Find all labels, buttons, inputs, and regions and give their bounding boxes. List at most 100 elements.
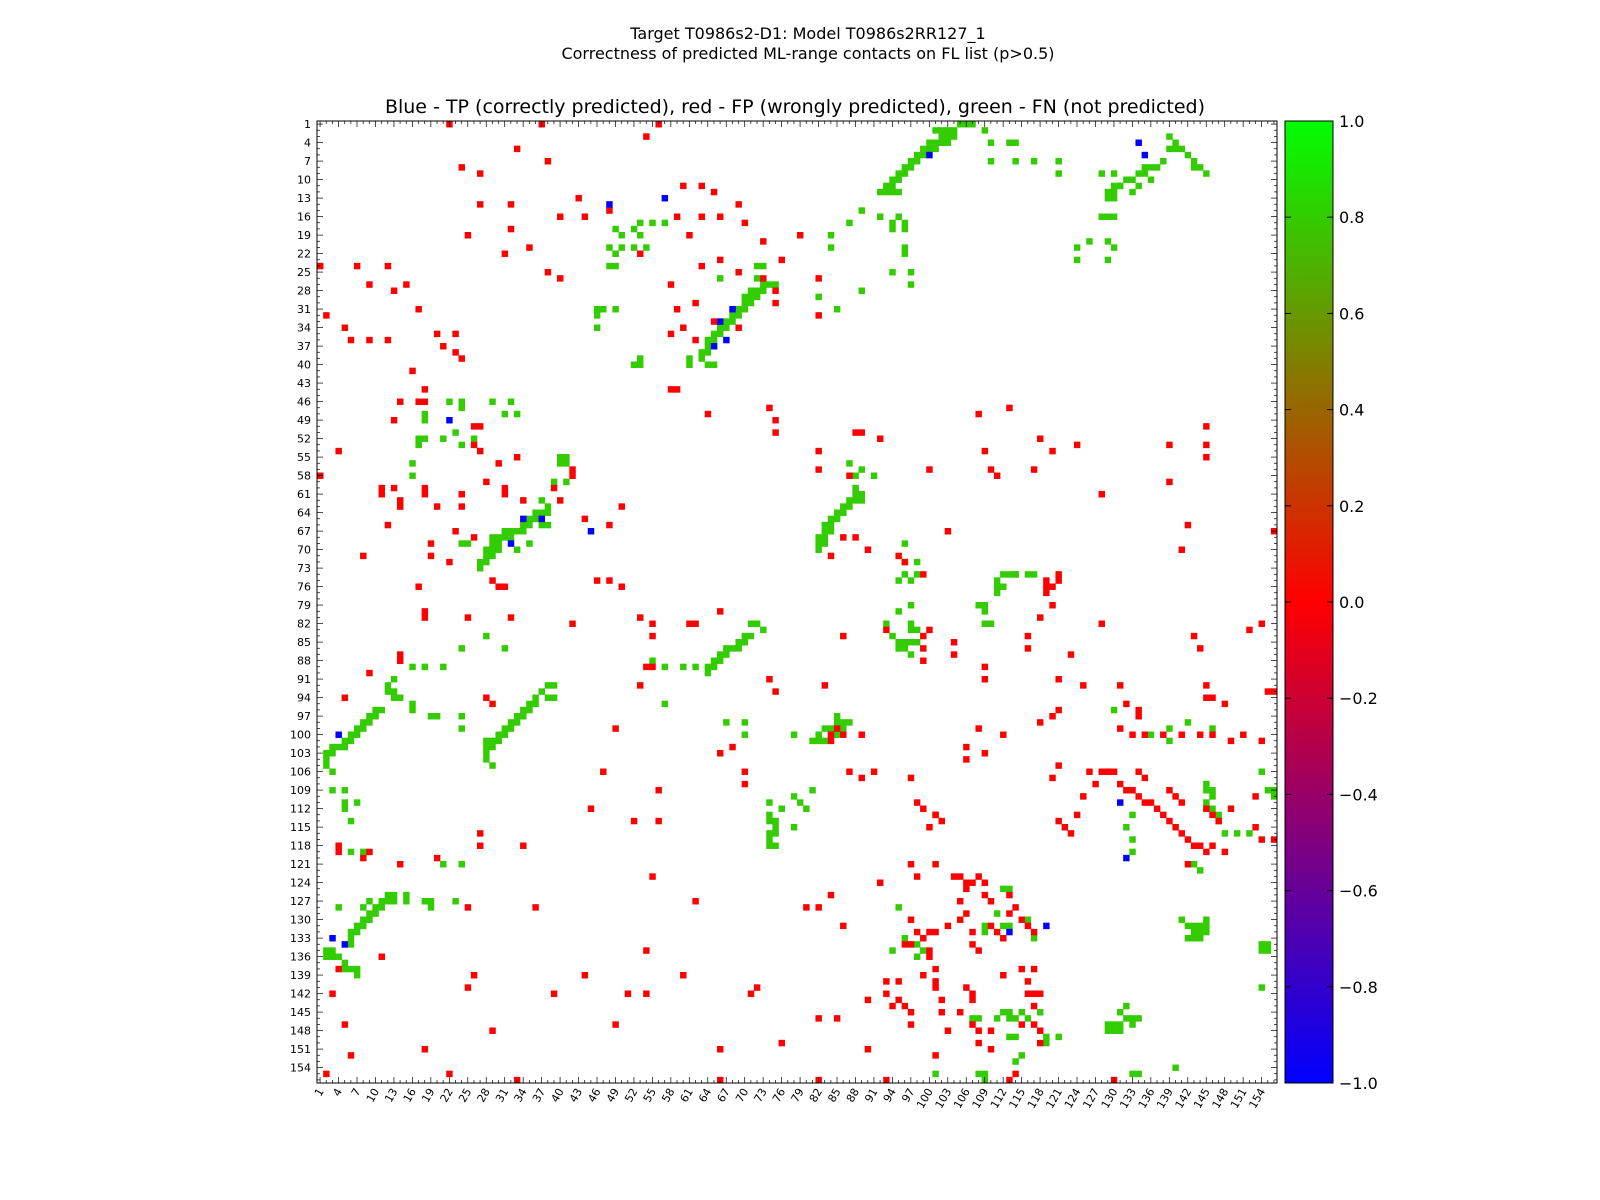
fp-cell [1049,602,1056,609]
fn-cell [593,324,601,331]
y-tick-label: 136 [290,951,311,964]
fn-cell [938,139,945,146]
fn-cell [1215,811,1222,819]
y-tick-label: 133 [290,932,311,945]
fp-cell [1160,731,1167,738]
fn-cell [538,521,545,529]
fp-cell [507,201,515,208]
fn-cell [618,244,625,251]
fp-cell [384,262,392,270]
fn-cell [483,743,490,751]
fn-cell [815,731,822,738]
fp-cell [907,1021,915,1028]
fp-cell [1227,805,1235,812]
fn-cell [477,565,484,572]
fp-cell [981,676,989,683]
fn-cell [446,398,453,405]
y-tick-label: 82 [297,618,311,631]
fn-cell [606,262,613,270]
fn-cell [827,515,835,523]
x-tick-label: 148 [1210,1086,1232,1111]
fn-cell [501,645,509,652]
y-tick-label: 85 [297,636,311,649]
fn-cell [895,577,902,584]
fp-cell [1178,731,1185,738]
fp-cell [477,830,484,837]
fp-cell [852,534,859,541]
fn-cell [821,534,829,541]
fp-cell [1024,645,1032,652]
fp-cell [993,928,1001,936]
fp-cell [1166,817,1173,825]
fn-cell [341,805,349,812]
fp-cell [907,1009,915,1016]
fn-cell [458,441,465,449]
fn-cell [360,922,367,930]
fn-cell [717,324,724,331]
fn-cell [489,552,496,560]
fn-cell [1104,1021,1112,1028]
fp-cell [397,398,404,405]
fn-cell [353,725,361,732]
fn-cell [877,188,884,196]
fn-cell [883,620,890,627]
fn-cell [526,706,533,714]
fp-cell [1221,848,1229,856]
fp-cell [470,534,478,541]
fn-cell [483,750,490,757]
fn-cell [907,626,915,634]
fn-cell [1000,583,1007,590]
fn-cell [366,719,373,726]
fn-cell [1129,811,1136,819]
fn-cell [347,941,355,948]
fp-cell [1190,632,1198,640]
fp-cell [870,768,878,775]
fn-cell [766,811,773,819]
fn-cell [1166,725,1173,732]
fn-cell [612,306,619,313]
fn-cell [409,663,416,671]
colorbar-tick-label: 0.4 [1339,401,1364,420]
fn-cell [538,688,545,695]
fp-cell [1049,583,1056,590]
y-tick-label: 70 [297,544,311,557]
fn-cell [649,657,656,664]
fn-cell [1172,1064,1179,1071]
fp-cell [335,447,342,455]
fn-cell [341,959,349,967]
fn-cell [1006,139,1013,146]
fn-cell [526,700,533,708]
fn-cell [1110,244,1118,251]
fn-cell [993,583,1001,590]
fp-cell [643,990,650,997]
fn-cell [1006,885,1013,893]
x-tick-label: 94 [881,1086,899,1105]
x-tick-label: 19 [419,1086,437,1105]
fp-cell [600,768,607,775]
fp-cell [1104,768,1112,775]
fn-cell [797,799,804,806]
fn-cell [809,787,816,794]
fn-cell [390,891,398,899]
fn-cell [483,552,490,560]
fp-cell [1209,731,1216,738]
fn-cell [790,731,798,738]
fp-cell [815,904,822,911]
fn-cell [1184,719,1192,726]
fn-cell [852,484,859,492]
fp-cell [1018,965,1025,973]
fn-cell [932,127,939,134]
fp-cell [1024,990,1032,997]
fn-cell [458,725,465,732]
fp-cell [1043,589,1050,597]
fn-cell [630,361,638,368]
fn-cell [637,232,644,239]
fn-cell [950,133,958,140]
fn-cell [421,898,429,905]
fn-cell [409,706,416,714]
fp-cell [489,577,496,584]
fn-cell [1141,170,1149,177]
fn-cell [366,910,373,917]
fn-cell [1166,145,1173,153]
fn-cell [415,435,422,442]
